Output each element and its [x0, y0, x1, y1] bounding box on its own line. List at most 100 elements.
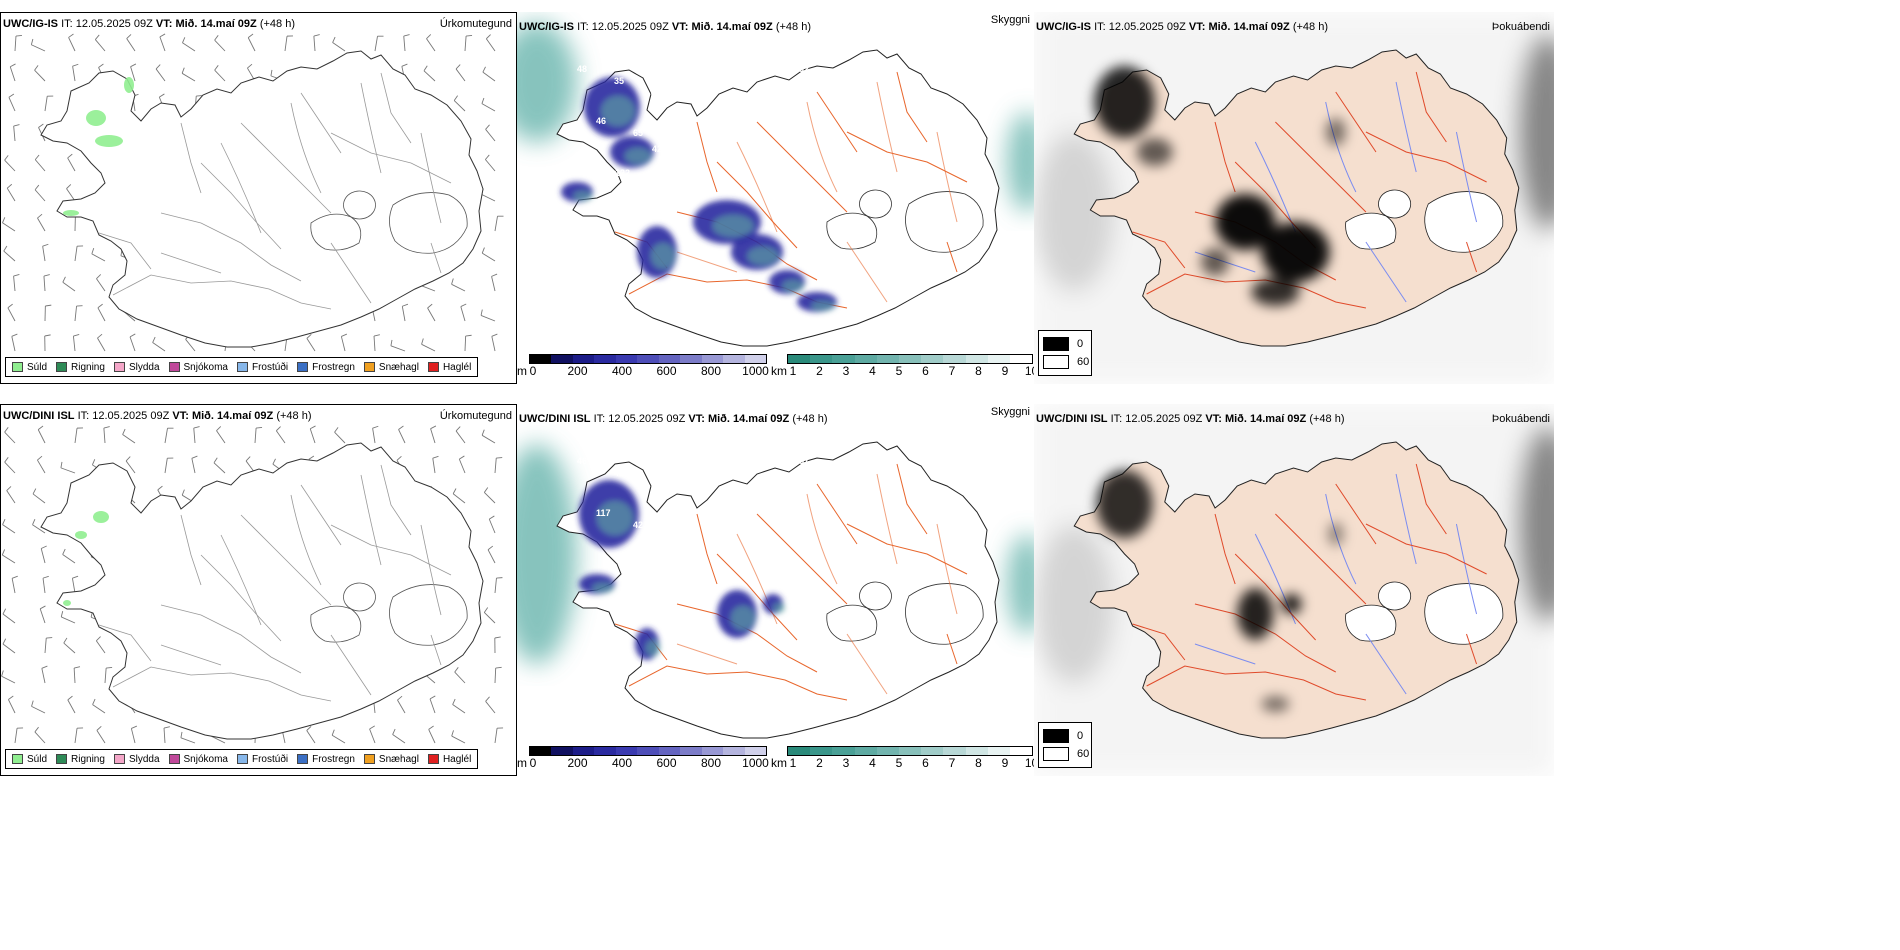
- legend-label: Haglél: [442, 753, 472, 765]
- fog-legend-label: 60: [1077, 748, 1090, 760]
- iceland-map: [2, 33, 504, 352]
- colorbar-tick: 5: [895, 364, 903, 378]
- fog-legend-label: 0: [1077, 730, 1084, 742]
- fog-legend: 0 60: [1038, 330, 1092, 376]
- panel-type: Skyggni: [990, 14, 1030, 26]
- colorbar-tick: 600: [656, 364, 677, 378]
- colorbar-gradient: [787, 354, 1033, 364]
- colorbar-tick: 9: [1001, 364, 1009, 378]
- init-time-label: IT:: [593, 413, 606, 425]
- legend-swatch: [297, 362, 309, 372]
- legend-item: Frostregn: [297, 362, 355, 373]
- legend-swatch: [12, 754, 23, 764]
- ceiling-label: 40: [651, 88, 661, 98]
- ceiling-colorbar: m 0 200 400 600 800 1000: [517, 354, 769, 380]
- ceiling-label: 59: [762, 88, 772, 98]
- precip-type-legend: Súld Rigning Slydda Snjókoma Frostúði Frostre…: [5, 749, 479, 769]
- legend-swatch: [56, 362, 68, 372]
- legend-label: Rigning: [71, 753, 105, 765]
- legend-label: Snjókoma: [183, 753, 228, 765]
- ceiling-label: 97: [689, 156, 699, 166]
- visibility-colorbar: km1 2 3 4 5 6 7 8 9 10: [771, 746, 1034, 772]
- iceland-map: [1034, 404, 1554, 776]
- road-network: [614, 463, 968, 701]
- cloud-ceiling-panel: 46 42 54 67 50 34 57 117 42 UWC/DINI ISL IT: 12.0…: [517, 404, 1034, 776]
- init-time: 12.05.2025 09Z: [92, 410, 170, 422]
- fog-legend: 0 60: [1038, 722, 1092, 768]
- colorbar-tick: 4: [869, 364, 876, 378]
- colorbar-tick: 2: [816, 756, 823, 770]
- valid-time-label: VT:: [1205, 413, 1222, 425]
- visibility-colorbar: km1 2 3 4 5 6 7 8 9 10: [771, 354, 1034, 380]
- ceiling-label: 57: [799, 456, 809, 466]
- colorbar-tick: 10: [1024, 756, 1034, 770]
- colorbar-tick: 400: [611, 756, 633, 770]
- iceland-map: [1, 425, 504, 744]
- fog-legend-item: 60: [1043, 747, 1089, 761]
- ceiling-label: 34: [707, 116, 717, 126]
- ceiling-label: 91: [744, 128, 754, 138]
- legend-item: Snjókoma: [168, 362, 228, 373]
- land-mask: [1073, 441, 1520, 739]
- colorbar-gradient: [529, 354, 767, 364]
- legend-label: Frostúði: [251, 753, 289, 765]
- legend-label: Snæhagl: [378, 753, 419, 765]
- panel-title: UWC/DINI ISL IT: 12.05.2025 09Z VT: Mið.…: [519, 413, 828, 425]
- colorbar-tick: 8: [975, 756, 982, 770]
- colorbar-gradient: [529, 746, 767, 756]
- panel-title: UWC/IG-IS IT: 12.05.2025 09Z VT: Mið. 14…: [1036, 21, 1328, 33]
- ceiling-label: 67: [688, 456, 698, 466]
- ceiling-label: 122: [615, 168, 630, 178]
- valid-time-label: VT:: [688, 413, 705, 425]
- colorbar-gradient: [787, 746, 1033, 756]
- legend-swatch: [236, 754, 248, 764]
- legend-item: Súld: [12, 754, 47, 765]
- colorbar-tick: 3: [842, 364, 850, 378]
- precip-type-panel: UWC/DINI ISL IT: 12.05.2025 09Z VT: Mið.…: [0, 404, 517, 776]
- legend-item: Snjókoma: [168, 753, 228, 765]
- colorbar-tick: 800: [700, 364, 722, 378]
- legend-label: Slydda: [128, 753, 160, 765]
- init-time: 12.05.2025 09Z: [75, 18, 153, 30]
- init-time: 12.05.2025 09Z: [1125, 413, 1203, 425]
- iceland-map: 46 42 54 67 50 34 57 117 42: [517, 441, 1034, 739]
- panel-type: Þokuábendi: [1491, 413, 1550, 425]
- model-name: UWC/DINI ISL: [3, 410, 75, 422]
- legend-label: Frostúði: [251, 361, 289, 373]
- legend-item: Haglél: [427, 362, 471, 373]
- init-time: 12.05.2025 09Z: [1108, 21, 1186, 33]
- colorbar-tick: 1: [789, 364, 797, 378]
- colorbar-tick: 2: [816, 364, 823, 378]
- fog-indicator-panel: UWC/DINI ISL IT: 12.05.2025 09Z VT: Mið.…: [1034, 404, 1554, 776]
- lead-time: (+48 h): [1309, 413, 1345, 425]
- fog-legend-swatch: [1043, 355, 1069, 369]
- cloud-ceiling-panel: 48 35 40 104 38 59 92 46 65 40 34 91 90 117 122 42 97 UWC…: [517, 12, 1034, 384]
- iceland-map: [1034, 12, 1554, 384]
- legend-label: Rigning: [71, 361, 105, 373]
- ceiling-label: 104: [688, 64, 703, 74]
- legend-swatch: [56, 754, 68, 764]
- legend-swatch: [168, 362, 180, 372]
- panel-type: Þokuábendi: [1491, 21, 1550, 33]
- legend-item: Snæhagl: [363, 362, 419, 373]
- legend-label: Súld: [27, 361, 48, 373]
- legend-swatch: [363, 754, 375, 764]
- ceiling-label: 65: [633, 128, 643, 138]
- ceiling-label: 34: [762, 480, 772, 490]
- fog-legend-swatch: [1043, 337, 1069, 351]
- colorbar-tick: 400: [611, 364, 633, 378]
- ceiling-label: 46: [596, 116, 606, 126]
- colorbar-tick: 200: [567, 364, 588, 378]
- fog-legend-swatch: [1043, 729, 1069, 743]
- init-time-label: IT:: [1110, 413, 1123, 425]
- lead-time: (+48 h): [259, 18, 295, 30]
- legend-item: Frostregn: [297, 754, 355, 765]
- ceiling-label: 54: [651, 480, 661, 490]
- ceiling-label: 117: [578, 156, 593, 166]
- valid-time-label: VT:: [671, 21, 689, 33]
- valid-time: Mið. 14.maí 09Z: [1224, 413, 1307, 425]
- ceiling-label: 90: [781, 104, 791, 114]
- ceiling-label: 38: [725, 76, 735, 86]
- fog-indicator-panel: UWC/IG-IS IT: 12.05.2025 09Z VT: Mið. 14…: [1034, 12, 1554, 384]
- colorbar-tick: 6: [922, 756, 929, 770]
